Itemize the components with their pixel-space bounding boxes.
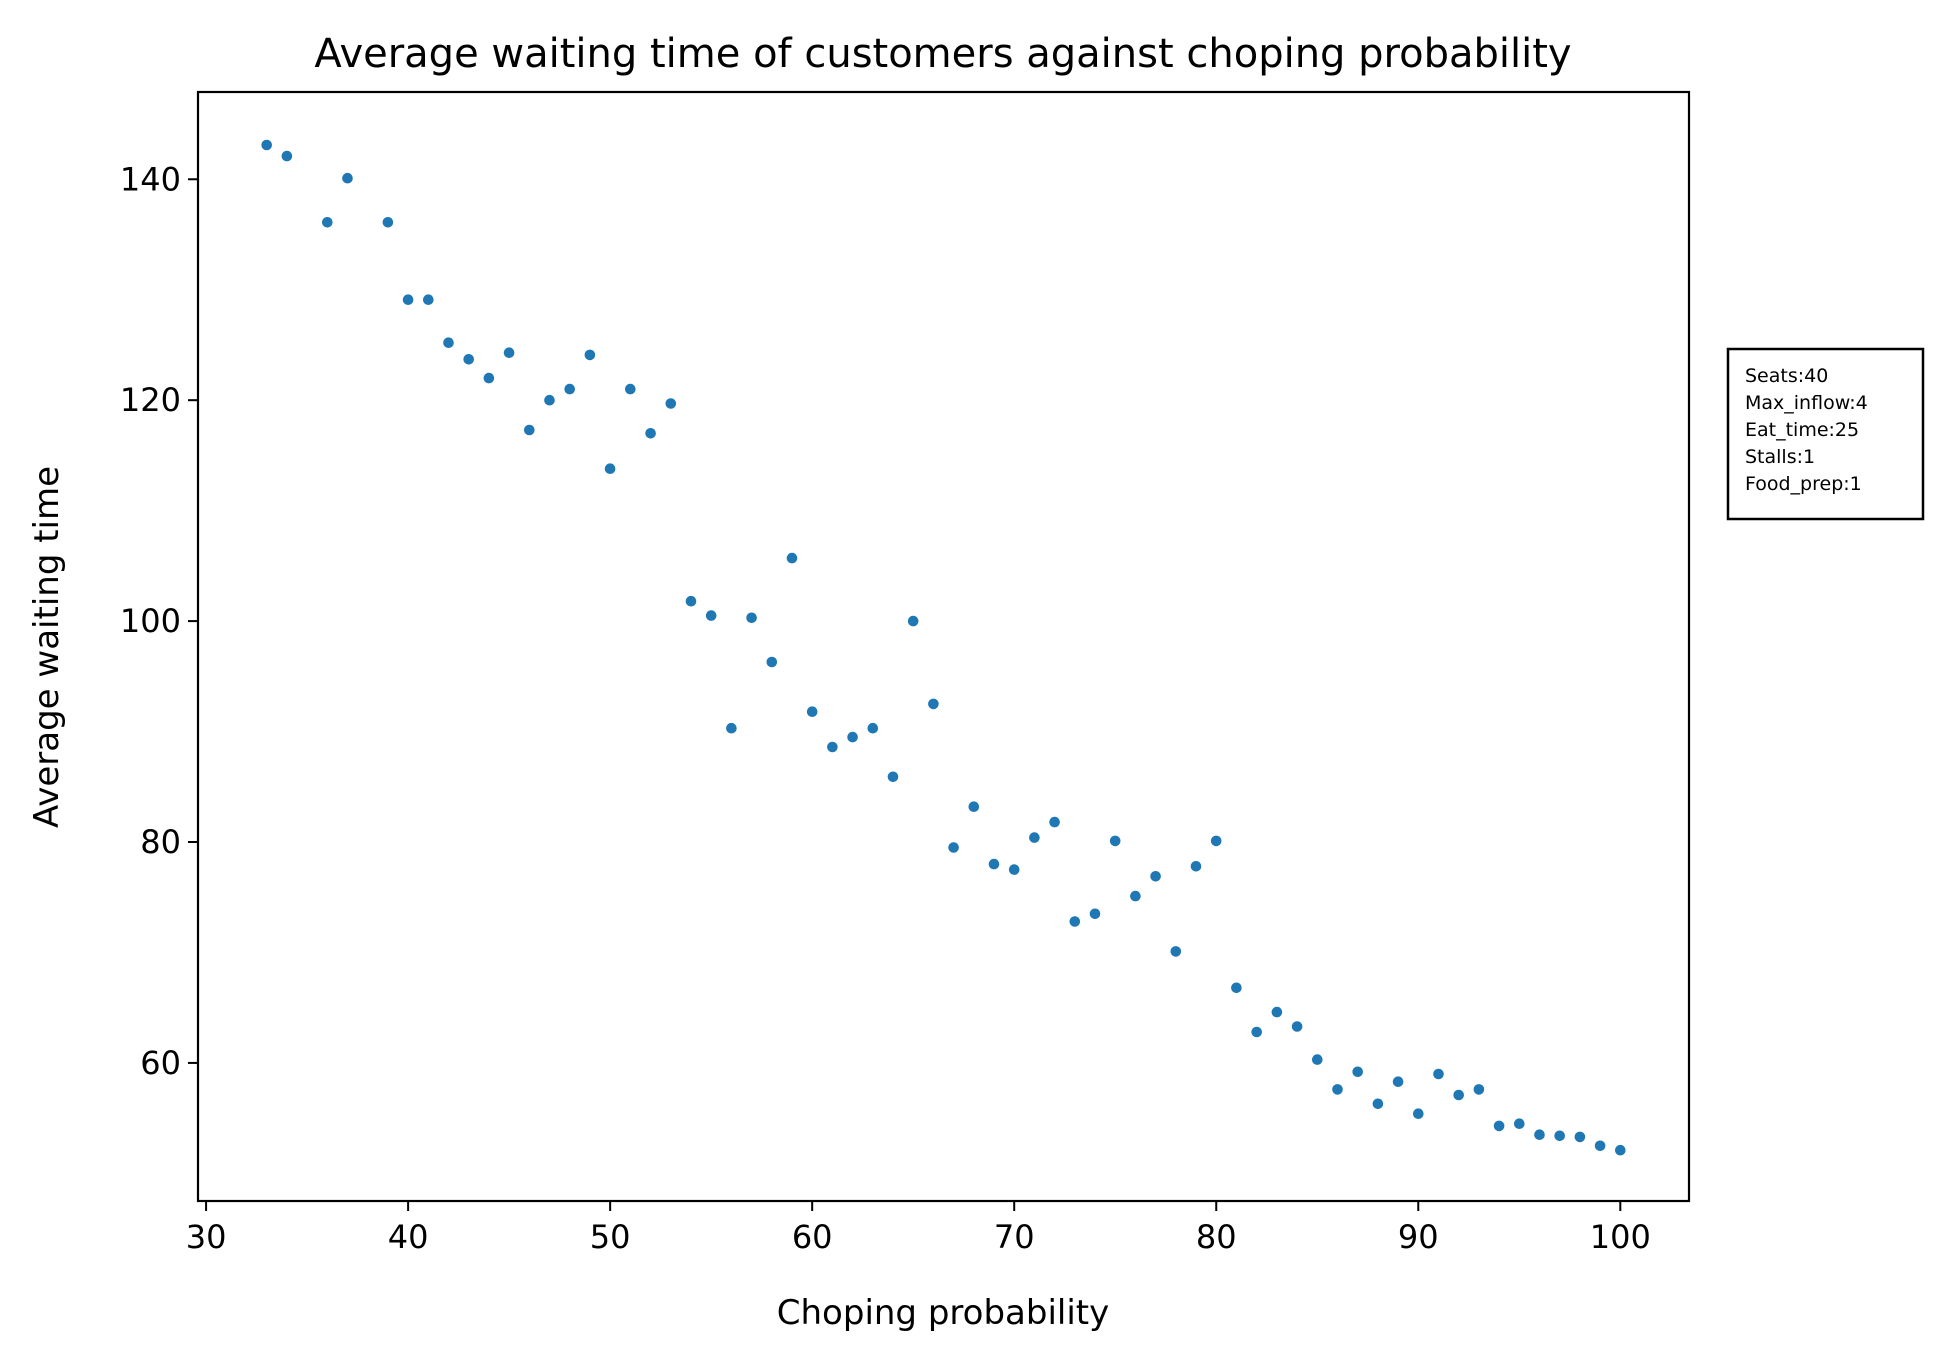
data-point: [604, 463, 616, 475]
info-stalls: Stalls:1: [1745, 446, 1815, 468]
data-point: [1473, 1084, 1485, 1095]
y-tick-label: 60: [140, 1044, 181, 1082]
data-point: [1271, 1006, 1283, 1018]
data-point: [806, 706, 818, 717]
data-point: [1049, 816, 1060, 828]
data-point: [1574, 1131, 1586, 1143]
data-point: [524, 424, 535, 436]
data-point: [827, 741, 838, 753]
data-point: [483, 372, 495, 384]
data-point: [1453, 1089, 1464, 1101]
data-point: [1312, 1054, 1323, 1065]
data-point: [443, 337, 454, 349]
data-point: [1008, 864, 1020, 875]
data-point: [665, 398, 677, 409]
data-point: [544, 394, 555, 406]
data-point: [685, 595, 697, 607]
data-point: [1615, 1144, 1626, 1156]
x-tick-label: 100: [1590, 1218, 1651, 1256]
data-point: [1251, 1026, 1262, 1038]
data-point: [1210, 835, 1222, 847]
data-point: [1291, 1021, 1303, 1032]
data-point: [746, 612, 757, 624]
info-eat-time: Eat_time:25: [1745, 419, 1859, 441]
data-point: [1413, 1108, 1424, 1119]
data-point: [887, 771, 899, 783]
data-point: [423, 294, 434, 306]
data-point: [382, 217, 394, 228]
y-tick-label: 80: [140, 823, 181, 861]
chart-title: Average waiting time of customers agains…: [314, 31, 1571, 77]
data-point: [584, 349, 596, 361]
data-point: [1150, 871, 1161, 882]
data-point: [1514, 1118, 1525, 1129]
data-point: [948, 842, 959, 853]
info-box: Seats:40 Max_inflow:4 Eat_time:25 Stalls…: [1726, 347, 1925, 521]
data-point: [1069, 916, 1081, 927]
y-axis-label: Average waiting time: [27, 466, 67, 828]
data-point: [1170, 946, 1182, 957]
data-point: [1231, 982, 1242, 994]
x-tick-label: 60: [792, 1218, 833, 1256]
data-point: [261, 139, 273, 151]
x-tick-label: 70: [994, 1218, 1035, 1256]
data-point: [342, 172, 353, 184]
data-point: [867, 722, 879, 734]
x-tick-label: 80: [1196, 1218, 1237, 1256]
info-food-prep: Food_prep:1: [1745, 473, 1862, 495]
data-point: [625, 383, 636, 395]
data-point: [847, 731, 858, 743]
data-point: [705, 610, 717, 621]
info-seats: Seats:40: [1745, 365, 1828, 387]
data-point: [1433, 1068, 1444, 1080]
data-point: [726, 722, 737, 734]
data-points: [261, 139, 1626, 1156]
info-box-frame: [1726, 347, 1925, 521]
plot-frame: [196, 90, 1691, 1203]
info-max-inflow: Max_inflow:4: [1745, 392, 1868, 414]
data-point: [1089, 908, 1101, 920]
data-point: [1534, 1129, 1545, 1140]
data-point: [1392, 1076, 1404, 1087]
data-point: [1130, 890, 1141, 902]
data-point: [1372, 1098, 1384, 1110]
y-tick-label: 100: [120, 602, 181, 640]
data-point: [968, 801, 980, 812]
data-point: [564, 383, 575, 395]
y-tick-label: 120: [120, 381, 181, 419]
y-tick-label: 140: [120, 160, 181, 198]
data-point: [463, 354, 475, 365]
data-point: [1332, 1084, 1343, 1095]
plot-area: [196, 90, 1691, 1203]
data-point: [1190, 861, 1202, 872]
data-point: [402, 294, 414, 306]
data-point: [786, 552, 798, 564]
x-tick-label: 50: [590, 1218, 631, 1256]
data-point: [281, 150, 293, 162]
x-tick-label: 40: [388, 1218, 429, 1256]
data-point: [1352, 1066, 1363, 1078]
data-point: [1493, 1120, 1505, 1132]
x-tick-label: 30: [186, 1218, 227, 1256]
data-point: [645, 428, 656, 439]
data-point: [322, 217, 333, 228]
data-point: [988, 858, 1000, 870]
x-axis-ticks: 30 40 50 60 70 80 90 100: [186, 1201, 1651, 1256]
data-point: [1109, 835, 1121, 847]
data-point: [503, 347, 515, 359]
data-point: [1029, 832, 1040, 843]
data-point: [928, 698, 939, 710]
data-point: [1554, 1130, 1565, 1142]
x-tick-label: 90: [1398, 1218, 1439, 1256]
data-point: [766, 656, 778, 668]
data-point: [907, 615, 919, 627]
data-point: [1594, 1140, 1606, 1152]
y-axis-ticks: 60 80 100 120 140: [120, 160, 198, 1082]
x-axis-label: Choping probability: [777, 1293, 1109, 1333]
